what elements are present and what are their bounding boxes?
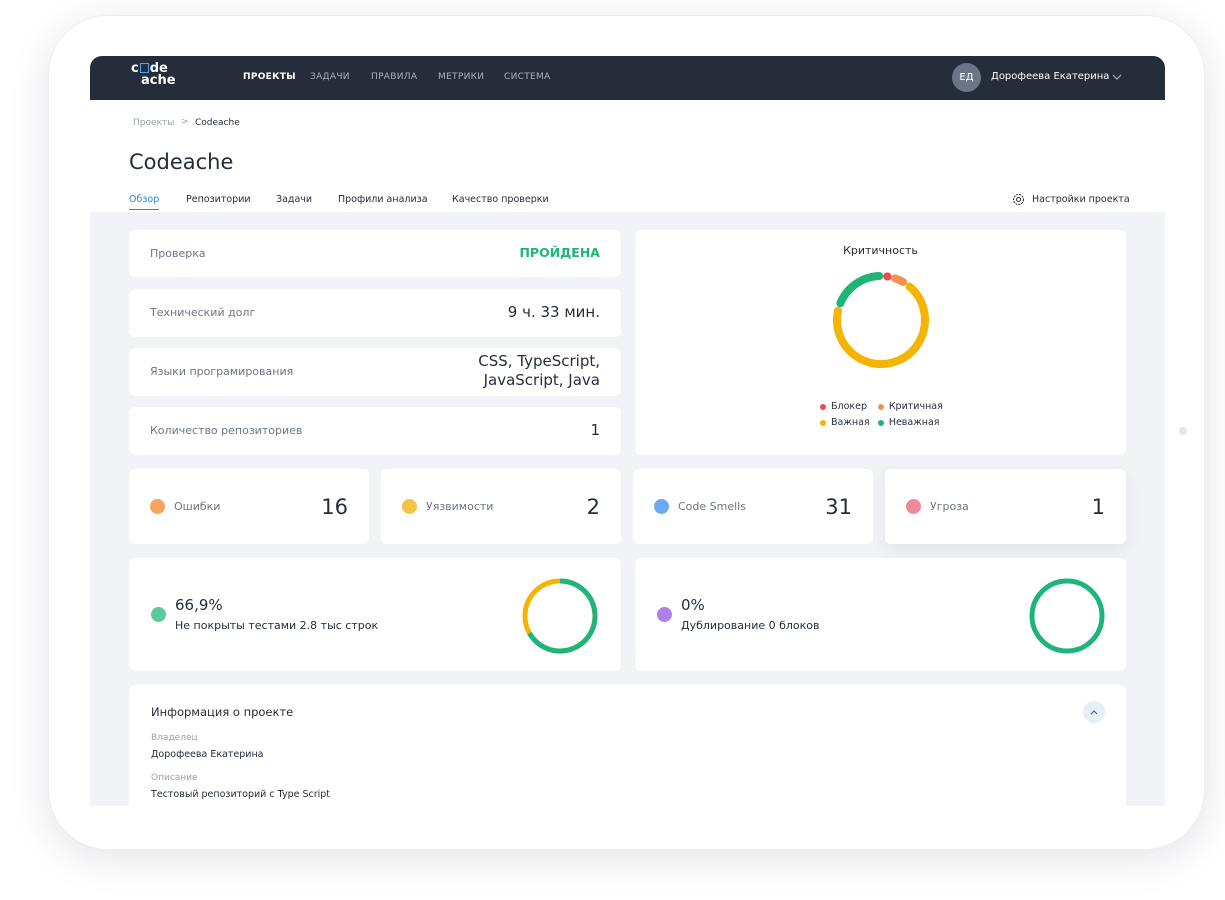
summary-value: CSS, TypeScript, JavaScript, Java (478, 352, 600, 389)
nav-item[interactable]: СИСТЕМА (504, 72, 551, 82)
tab[interactable]: Качество проверки (452, 194, 549, 205)
criticality-donut (833, 272, 929, 368)
summary-label: Технический долг (150, 306, 256, 319)
stat-icon (906, 499, 921, 514)
tab[interactable]: Задачи (276, 194, 313, 205)
card-title: Критичность (843, 244, 918, 257)
ring-track (1029, 578, 1105, 654)
tab[interactable]: Профили анализа (338, 194, 428, 205)
stat-label: Ошибки (174, 500, 221, 513)
legend-label: Критичная (888, 401, 943, 412)
legend-item: Блокер (820, 401, 872, 412)
breadcrumb-current: Codeache (195, 118, 240, 128)
logo[interactable]: c de ache (131, 61, 176, 88)
logo-part: de (149, 61, 168, 76)
breadcrumb-link[interactable]: Проекты (133, 118, 175, 128)
stat-card[interactable]: Code Smells 31 (633, 469, 873, 544)
legend-item: Важная (820, 417, 872, 428)
legend-dot (877, 403, 884, 410)
legend-label: Неважная (888, 417, 940, 428)
stat-value: 2 (586, 494, 600, 519)
stat-card[interactable]: Угроза 1 (885, 469, 1126, 544)
field-value: Дорофеева Екатерина (151, 749, 264, 760)
summary-card: Языки програмирования CSS, TypeScript, J… (129, 348, 621, 396)
tab[interactable]: Репозитории (186, 194, 251, 205)
donut-segment (833, 282, 929, 368)
nav-item[interactable]: ПРАВИЛА (371, 72, 418, 82)
top-bar: c de ache ПРОЕКТЫ ЗАДАЧИ ПРАВИЛА МЕТРИКИ … (90, 56, 1165, 100)
camera-dot (1179, 427, 1187, 435)
coverage-icon (151, 607, 166, 622)
stat-value: 1 (1091, 494, 1105, 519)
logo-part: ache (141, 73, 176, 88)
settings-link[interactable]: Настройки проекта (1032, 194, 1130, 205)
summary-label: Количество репозиториев (150, 424, 303, 437)
field-label: Владелец (151, 733, 198, 743)
nav-item[interactable]: МЕТРИКИ (438, 72, 485, 82)
metric-caption: Не покрыты тестами 2.8 тыс строк (175, 619, 379, 632)
summary-value: 1 (590, 421, 600, 439)
legend-dot (820, 403, 826, 410)
chevron-up (1090, 710, 1098, 715)
legend-item: Критичная (877, 401, 945, 412)
summary-label: Языки програмирования (150, 365, 294, 378)
stat-value: 16 (321, 494, 348, 519)
nav-item[interactable]: ЗАДАЧИ (310, 72, 350, 82)
stat-icon (402, 499, 417, 514)
project-info-card: Информация о проекте Владелец Дорофеева … (129, 685, 1126, 806)
collapse-button[interactable] (1083, 701, 1105, 723)
summary-card: Технический долг 9 ч. 33 мин. (129, 289, 621, 337)
legend: Блокер Критичная Важная Неважная (820, 401, 945, 428)
logo-part: c (131, 61, 139, 76)
field-value: Тестовый репозиторий с Type Script (151, 789, 331, 800)
duplication-ring (1029, 578, 1105, 654)
coverage-card: 66,9% Не покрыты тестами 2.8 тыс строк (129, 558, 621, 671)
chevron-down[interactable] (1112, 73, 1122, 81)
metric-caption: Дублирование 0 блоков (681, 619, 820, 632)
coverage-ring (522, 578, 598, 654)
summary-card: Проверка ПРОЙДЕНА (129, 230, 621, 277)
page-header: Проекты > Codeache Codeache Обзор Репози… (90, 100, 1165, 212)
metric-value: 0% (681, 596, 705, 614)
stat-value: 31 (825, 494, 852, 519)
stat-label: Code Smells (678, 500, 746, 513)
summary-label: Проверка (150, 247, 206, 260)
summary-card: Количество репозиториев 1 (129, 407, 621, 455)
donut-segment (836, 272, 884, 308)
user-name[interactable]: Дорофеева Екатерина (991, 71, 1110, 82)
legend-label: Важная (831, 417, 870, 428)
duplication-card: 0% Дублирование 0 блоков (635, 558, 1126, 671)
legend-dot (820, 419, 826, 426)
ring-value (527, 578, 598, 654)
field-label: Описание (151, 773, 198, 783)
card-title: Информация о проекте (151, 705, 294, 719)
stat-card[interactable]: Ошибки 16 (129, 469, 369, 544)
legend-label: Блокер (831, 401, 868, 412)
stat-label: Угроза (930, 500, 969, 513)
screen: c de ache ПРОЕКТЫ ЗАДАЧИ ПРАВИЛА МЕТРИКИ … (90, 56, 1165, 806)
summary-value: 9 ч. 33 мин. (507, 303, 600, 321)
summary-value: ПРОЙДЕНА (519, 245, 600, 260)
nav-item[interactable]: ПРОЕКТЫ (243, 72, 296, 82)
tab-active[interactable]: Обзор (129, 194, 160, 210)
page-title: Codeache (129, 150, 234, 174)
legend-item: Неважная (877, 417, 945, 428)
duplication-icon (657, 607, 672, 622)
stat-label: Уязвимости (426, 500, 494, 513)
stat-icon (654, 499, 669, 514)
gear-icon (1013, 194, 1024, 205)
breadcrumb-separator: > (181, 117, 189, 127)
logo-square (139, 63, 149, 73)
stat-card[interactable]: Уязвимости 2 (381, 469, 621, 544)
stat-icon (150, 499, 165, 514)
criticality-card: Критичность Блокер Критичная Важная Неважна… (635, 230, 1126, 455)
legend-dot (877, 419, 884, 426)
metric-value: 66,9% (175, 596, 223, 614)
avatar[interactable]: ЕД (952, 63, 981, 92)
donut-segment (891, 274, 908, 286)
